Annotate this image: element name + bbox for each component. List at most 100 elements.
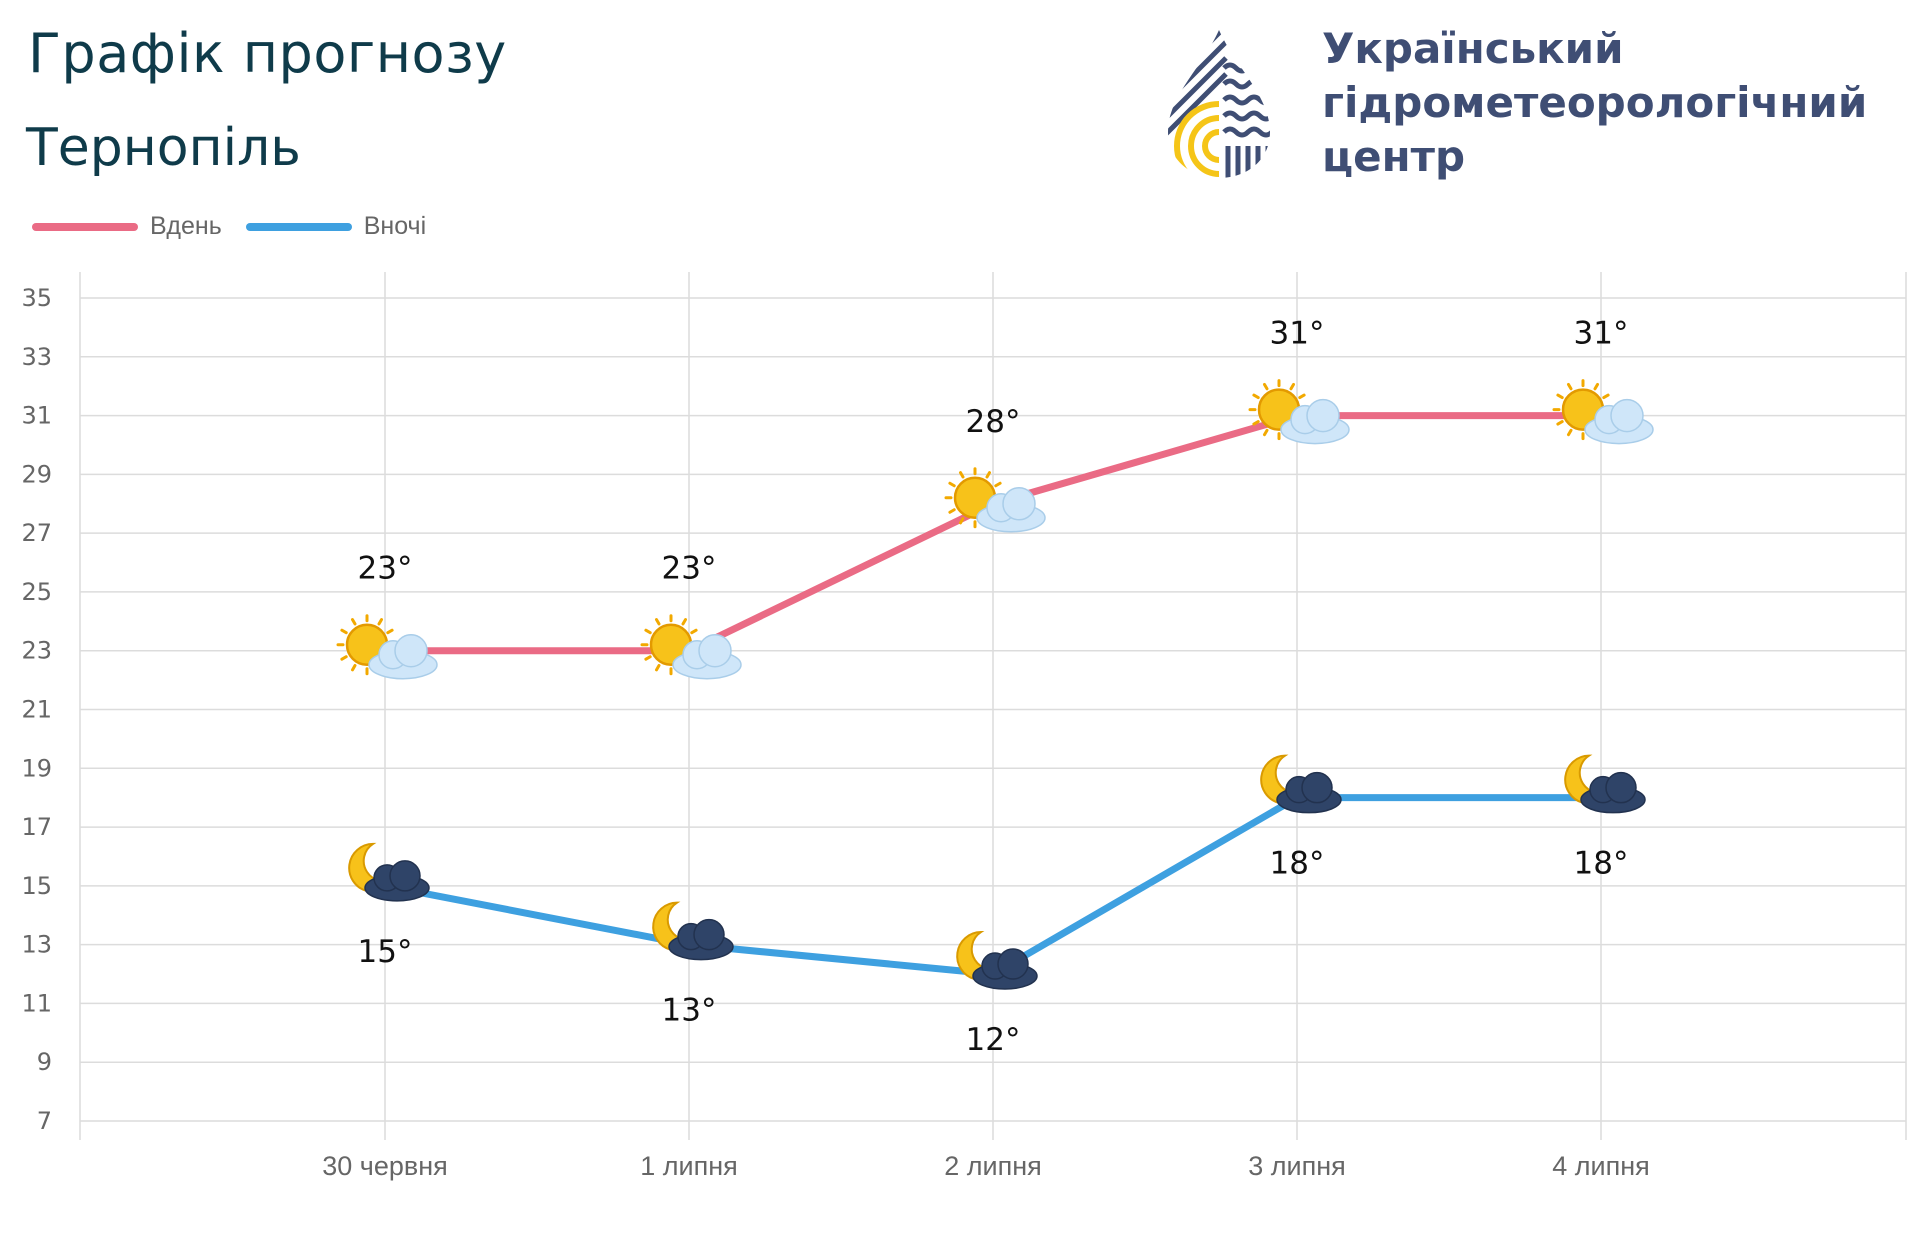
- x-tick-label: 30 червня: [322, 1151, 448, 1181]
- sun-ray: [959, 517, 965, 525]
- cloud-puff: [394, 633, 428, 668]
- x-tick-label: 3 липня: [1248, 1151, 1346, 1181]
- day-temp-label: 28°: [966, 404, 1021, 440]
- sun-cloud-icon: [1248, 379, 1350, 445]
- sun-ray: [959, 471, 965, 479]
- y-tick-label: 27: [21, 519, 52, 547]
- y-tick-label: 13: [21, 931, 52, 959]
- cloud: [1584, 398, 1654, 445]
- legend-swatch-night: [245, 222, 352, 231]
- sun-ray: [340, 628, 348, 635]
- cloud-puff: [389, 860, 421, 892]
- y-tick-label: 15: [21, 872, 52, 900]
- y-tick-label: 19: [21, 754, 52, 782]
- y-tick-label: 21: [21, 696, 52, 724]
- day-temp-label: 23°: [662, 551, 717, 587]
- moon-cloud-icon: [1564, 754, 1646, 814]
- legend-item-night[interactable]: Вночі: [245, 212, 427, 241]
- sun-ray: [1298, 393, 1306, 400]
- sun-ray: [386, 628, 394, 635]
- sun-cloud-icon: [944, 467, 1046, 533]
- city-name: Тернопіль: [26, 118, 301, 178]
- sun-ray: [351, 618, 357, 626]
- organization-name: Український гідрометеорологічний центр: [1322, 22, 1867, 184]
- legend-item-day[interactable]: Вдень: [32, 212, 222, 241]
- organization-line-1: Український: [1322, 24, 1624, 73]
- y-tick-label: 31: [21, 402, 52, 430]
- x-tick-label: 2 липня: [944, 1151, 1042, 1181]
- cloud-puff: [1002, 487, 1036, 521]
- sun-ray: [681, 618, 687, 626]
- night-temp-label: 13°: [662, 993, 717, 1029]
- sun-ray: [1556, 420, 1564, 426]
- sun-ray: [948, 481, 956, 488]
- y-tick-label: 11: [21, 989, 52, 1017]
- night-temp-label: 15°: [358, 934, 413, 970]
- sun-ray: [1602, 393, 1610, 400]
- day-temp-label: 23°: [358, 551, 413, 587]
- sun-ray: [1556, 393, 1564, 400]
- sun-cloud-icon: [640, 614, 742, 680]
- day-temp-label: 31°: [1270, 316, 1325, 352]
- moon-cloud-icon: [348, 842, 430, 902]
- night-temp-label: 12°: [966, 1022, 1021, 1058]
- sun-ray: [1567, 382, 1573, 391]
- sun-ray: [340, 655, 348, 661]
- sun-ray: [985, 471, 991, 479]
- sun-ray: [1593, 382, 1599, 391]
- sun-ray: [377, 618, 383, 626]
- sun-cloud-icon: [336, 614, 438, 680]
- sun-ray: [1252, 393, 1260, 400]
- cloud-puff: [1605, 771, 1637, 804]
- y-tick-label: 35: [21, 284, 52, 312]
- legend-swatch-day: [32, 222, 138, 231]
- sun-ray: [655, 663, 661, 672]
- y-tick-label: 23: [21, 637, 52, 665]
- y-tick-label: 25: [21, 578, 52, 606]
- sun-ray: [1263, 382, 1269, 391]
- cloud-puff: [693, 918, 725, 951]
- night-cloud: [364, 860, 430, 902]
- cloud: [672, 633, 742, 680]
- night-cloud: [1276, 771, 1342, 814]
- y-tick-label: 17: [21, 813, 52, 841]
- sun-ray: [644, 628, 652, 635]
- cloud-puff: [1301, 771, 1333, 804]
- cloud-puff: [997, 948, 1029, 980]
- night-temp-label: 18°: [1270, 846, 1325, 882]
- day-temp-label: 31°: [1574, 316, 1629, 352]
- y-tick-label: 9: [37, 1048, 52, 1076]
- cloud-puff: [1306, 398, 1340, 433]
- sun-ray: [1289, 382, 1295, 391]
- sun-ray: [1567, 428, 1573, 437]
- cloud-puff: [1610, 398, 1644, 433]
- organization-line-2: гідрометеорологічний: [1322, 78, 1868, 127]
- sun-ray: [1263, 428, 1269, 437]
- night-temp-label: 18°: [1574, 846, 1629, 882]
- cloud: [1280, 398, 1350, 445]
- sun-cloud-icon: [1552, 379, 1654, 445]
- y-tick-label: 7: [37, 1107, 52, 1135]
- y-tick-label: 33: [21, 343, 52, 371]
- sun-ray: [948, 508, 956, 514]
- sun-ray: [690, 628, 698, 635]
- y-tick-label: 29: [21, 460, 52, 488]
- cloud-puff: [698, 633, 732, 668]
- sun-ray: [644, 655, 652, 661]
- x-tick-label: 1 липня: [640, 1151, 738, 1181]
- night-cloud: [972, 948, 1038, 990]
- moon-cloud-icon: [1260, 754, 1342, 814]
- hydromet-logo-icon: [1168, 30, 1270, 178]
- legend-label-day: Вдень: [150, 212, 222, 240]
- moon-cloud-icon: [956, 931, 1038, 990]
- sun-ray: [655, 618, 661, 626]
- cloud: [976, 487, 1046, 533]
- night-cloud: [1580, 771, 1646, 814]
- page-title: Графік прогнозу: [28, 22, 507, 85]
- sun-ray: [1252, 420, 1260, 426]
- legend-label-night: Вночі: [363, 212, 427, 240]
- cloud: [368, 633, 438, 680]
- x-tick-label: 4 липня: [1552, 1151, 1650, 1181]
- sun-ray: [351, 663, 357, 672]
